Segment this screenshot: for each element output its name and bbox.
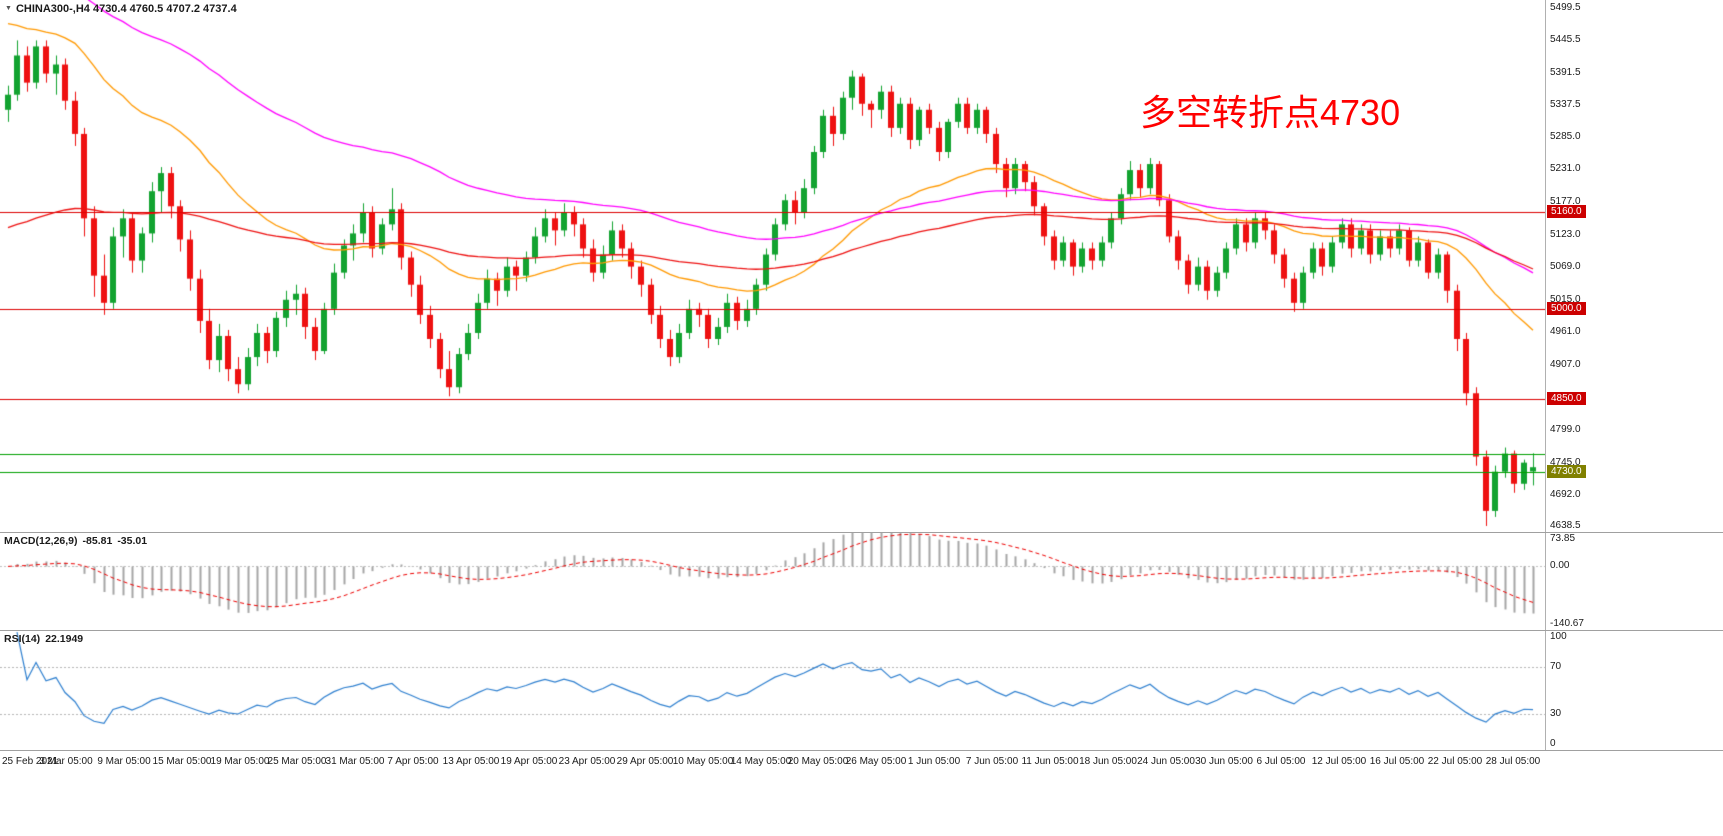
time-axis-label: 16 Jul 05:00 <box>1369 756 1425 767</box>
rsi-title-text: RSI(14) <box>4 633 41 645</box>
scale-tick-label: 5499.5 <box>1550 2 1581 13</box>
scale-tick-label: 5285.0 <box>1550 131 1581 142</box>
scale-tick-label: 5069.0 <box>1550 261 1581 272</box>
price-line-label: 4850.0 <box>1547 392 1586 405</box>
time-axis-label: 3 Mar 05:00 <box>39 756 93 767</box>
scale-tick-label: 30 <box>1550 708 1562 719</box>
time-axis-label: 13 Apr 05:00 <box>442 756 500 767</box>
time-axis-label: 1 Jun 05:00 <box>907 756 961 767</box>
time-axis-label: 25 Mar 05:00 <box>267 756 327 767</box>
time-axis-label: 29 Apr 05:00 <box>616 756 674 767</box>
time-axis-label: 6 Jul 05:00 <box>1256 756 1306 767</box>
scale-tick-label: 4638.5 <box>1550 520 1581 531</box>
time-axis-label: 12 Jul 05:00 <box>1311 756 1367 767</box>
panel-resize-divider[interactable] <box>0 750 1723 751</box>
scale-tick-label: -140.67 <box>1550 618 1584 629</box>
chart-title-text: CHINA300-,H4 4730.4 4760.5 4707.2 4737.4 <box>15 3 237 15</box>
macd-value-signal: -35.01 <box>117 535 148 547</box>
macd-value-main: -85.81 <box>82 535 113 547</box>
macd-title: MACD(12,26,9) -85.81 -35.01 <box>4 535 147 547</box>
time-axis-label: 10 May 05:00 <box>672 756 734 767</box>
price-line-label: 4730.0 <box>1547 465 1586 478</box>
time-axis-label: 22 Jul 05:00 <box>1427 756 1483 767</box>
rsi-scale[interactable]: 100 70 30 0 <box>1545 631 1723 750</box>
time-axis-label: 15 Mar 05:00 <box>152 756 212 767</box>
bottom-spacer <box>0 776 1723 836</box>
scale-tick-label: 5177.0 <box>1550 196 1581 207</box>
time-axis-label: 24 Jun 05:00 <box>1137 756 1195 767</box>
scale-tick-label: 70 <box>1550 661 1562 672</box>
panel-resize-divider[interactable] <box>0 532 1723 533</box>
macd-panel: MACD(12,26,9) -85.81 -35.01 73.85 0.00 -140.… <box>0 533 1723 630</box>
scale-tick-label: 5123.0 <box>1550 229 1581 240</box>
time-axis-label: 7 Apr 05:00 <box>387 756 439 767</box>
time-axis-label: 30 Jun 05:00 <box>1195 756 1253 767</box>
scale-tick-label: 4692.0 <box>1550 489 1581 500</box>
time-scale[interactable]: 25 Feb 2021 3 Mar 05:00 9 Mar 05:00 15 Mar … <box>0 751 1723 776</box>
scale-tick-label: 5391.5 <box>1550 67 1581 78</box>
scale-tick-label: 5231.0 <box>1550 163 1581 174</box>
time-axis-label: 25 Feb 2021 <box>2 756 59 767</box>
scale-tick-label: 4961.0 <box>1550 326 1581 337</box>
scale-tick-label: 4799.0 <box>1550 424 1581 435</box>
rsi-title: RSI(14) 22.1949 <box>4 633 83 645</box>
scale-tick-label: 100 <box>1550 631 1567 642</box>
panel-resize-divider[interactable] <box>0 630 1723 631</box>
price-scale[interactable]: 5499.5 5445.5 5391.5 5337.5 5285.0 5231.0 5177… <box>1545 0 1723 532</box>
price-line-label: 5160.0 <box>1547 205 1586 218</box>
time-axis-label: 26 May 05:00 <box>845 756 907 767</box>
scale-tick-label: 5445.5 <box>1550 34 1581 45</box>
chart-symbol-title: ▼ CHINA300-,H4 4730.4 4760.5 4707.2 4737.… <box>5 3 237 15</box>
time-axis-label: 19 Apr 05:00 <box>500 756 558 767</box>
scale-tick-label: 4745.0 <box>1550 457 1581 468</box>
macd-title-text: MACD(12,26,9) <box>4 535 78 547</box>
main-chart-panel: ▼ CHINA300-,H4 4730.4 4760.5 4707.2 4737.… <box>0 0 1723 532</box>
scale-tick-label: 0 <box>1550 738 1556 749</box>
time-axis-label: 7 Jun 05:00 <box>965 756 1019 767</box>
price-line-label: 5000.0 <box>1547 302 1586 315</box>
scale-tick-label: 5337.5 <box>1550 99 1581 110</box>
rsi-value: 22.1949 <box>45 633 84 645</box>
time-axis-label: 9 Mar 05:00 <box>97 756 151 767</box>
time-axis-label: 28 Jul 05:00 <box>1485 756 1541 767</box>
macd-scale[interactable]: 73.85 0.00 -140.67 <box>1545 533 1723 630</box>
time-axis-label: 18 Jun 05:00 <box>1079 756 1137 767</box>
time-axis-label: 14 May 05:00 <box>730 756 792 767</box>
scale-tick-label: 73.85 <box>1550 533 1576 544</box>
time-axis-label: 31 Mar 05:00 <box>325 756 385 767</box>
scale-tick-label: 0.00 <box>1550 560 1570 571</box>
time-axis-label: 23 Apr 05:00 <box>558 756 616 767</box>
main-chart-canvas[interactable] <box>0 0 1545 532</box>
rsi-canvas[interactable] <box>0 631 1545 750</box>
time-axis-label: 11 Jun 05:00 <box>1021 756 1079 767</box>
time-axis-label: 20 May 05:00 <box>787 756 849 767</box>
chart-annotation-text: 多空转折点4730 <box>1140 92 1401 133</box>
macd-canvas[interactable] <box>0 533 1545 630</box>
scale-tick-label: 4907.0 <box>1550 359 1581 370</box>
symbol-marker-icon: ▼ <box>5 5 12 12</box>
scale-tick-label: 5015.0 <box>1550 294 1581 305</box>
time-axis-label: 19 Mar 05:00 <box>210 756 270 767</box>
rsi-panel: RSI(14) 22.1949 100 70 30 0 <box>0 631 1723 750</box>
